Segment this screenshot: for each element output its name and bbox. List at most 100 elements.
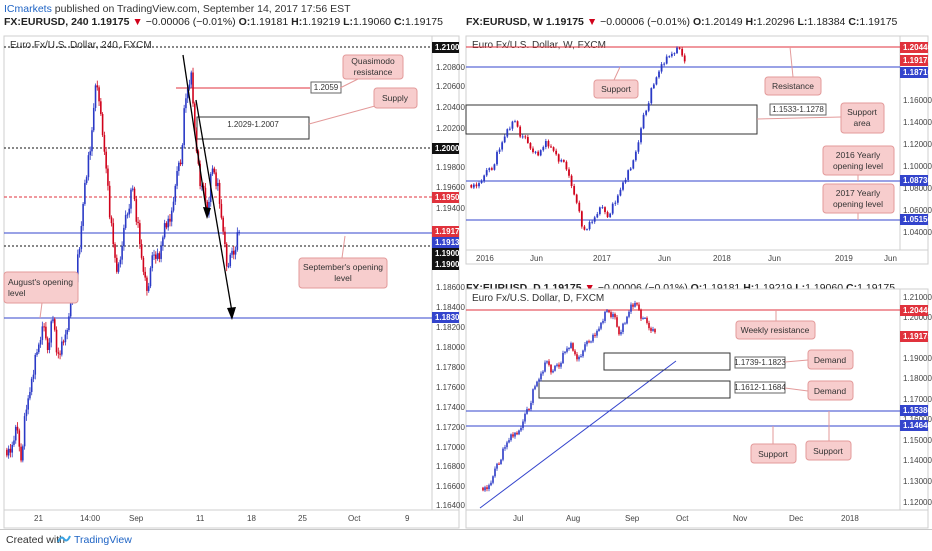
weekly-candle xyxy=(508,128,511,130)
h4-candle xyxy=(66,329,68,335)
h4-candle xyxy=(9,448,12,453)
daily-candle xyxy=(592,334,594,342)
h4-arrow-head xyxy=(227,307,236,320)
weekly-candle xyxy=(526,137,529,143)
daily-candle xyxy=(610,312,612,317)
daily-candle xyxy=(594,334,596,336)
weekly-candle xyxy=(598,207,601,215)
weekly-candle xyxy=(506,129,509,137)
footer-tradingview-link[interactable]: TradingView xyxy=(74,534,132,546)
weekly-candle xyxy=(485,170,488,176)
credit-brand[interactable]: ICmarkets xyxy=(4,3,52,15)
weekly-candle xyxy=(655,77,658,85)
note-resistance-text: Resistance xyxy=(772,81,814,91)
daily-candle xyxy=(526,409,528,414)
note-pointer xyxy=(613,66,621,81)
h4-candle xyxy=(108,185,111,218)
h4-price-label-text: 1.18300 xyxy=(435,313,464,322)
weekly-candle xyxy=(514,121,516,123)
h4-symbol: FX:EURUSD, 240 xyxy=(4,16,89,28)
h4-candle xyxy=(11,444,14,453)
note-support-area-line1: Support xyxy=(847,107,877,117)
h4-candle xyxy=(89,151,92,156)
h4-candle xyxy=(215,172,217,187)
weekly-header: FX:EURUSD, W 1.19175 ▼ −0.00006 (−0.01%)… xyxy=(466,16,898,28)
weekly-candle xyxy=(519,126,522,137)
down-arrow-icon: ▼ xyxy=(586,16,598,28)
weekly-candle xyxy=(488,168,491,171)
daily-candle xyxy=(650,328,652,331)
daily-y-tick: 1.12000 xyxy=(903,498,932,507)
h4-y-tick: 1.16400 xyxy=(436,501,465,510)
daily-candle xyxy=(508,440,510,443)
h4-y-tick: 1.18200 xyxy=(436,323,465,332)
h4-candle xyxy=(123,227,125,247)
h4-candle xyxy=(160,246,162,259)
daily-candle xyxy=(578,356,580,360)
daily-demand2-label: 1.1612-1.1684 xyxy=(734,383,786,392)
note-quasimodo xyxy=(342,54,404,80)
h4-candle xyxy=(162,237,164,247)
daily-candle xyxy=(554,365,556,371)
h4-candle xyxy=(146,277,148,291)
daily-candle xyxy=(562,352,564,364)
weekly-candle xyxy=(616,195,619,203)
h4-candle xyxy=(151,255,154,269)
weekly-candle xyxy=(480,181,483,184)
h4-candle xyxy=(183,108,185,146)
daily-demand1-label: 1.1739-1.1823 xyxy=(734,358,786,367)
daily-price-label xyxy=(900,405,928,416)
h4-candle xyxy=(50,321,53,343)
weekly-y-tick: 1.16000 xyxy=(903,96,932,105)
weekly-candle xyxy=(521,136,524,138)
h4-candle xyxy=(204,187,207,202)
note-2017-open xyxy=(822,183,895,214)
weekly-candle xyxy=(614,202,617,204)
h4-candle xyxy=(30,378,33,392)
h4-candle xyxy=(46,338,49,350)
h4-candle xyxy=(32,374,35,379)
daily-y-tick: 1.19000 xyxy=(903,354,932,363)
daily-candle xyxy=(640,309,642,319)
daily-demand-box-2 xyxy=(538,380,731,399)
weekly-candle xyxy=(624,179,627,183)
weekly-change: −0.00006 (−0.01%) xyxy=(600,16,691,28)
daily-candle xyxy=(502,448,504,460)
weekly-candle xyxy=(524,136,527,138)
daily-candle xyxy=(546,361,548,363)
h4-y-tick: 1.18400 xyxy=(436,303,465,312)
daily-candle xyxy=(568,348,570,350)
h4-price: 1.19175 xyxy=(91,16,130,28)
daily-candle xyxy=(516,432,518,435)
h4-candle xyxy=(80,225,83,249)
h4-candle xyxy=(27,398,29,410)
note-2016-line2: opening level xyxy=(833,161,883,171)
h4-header: FX:EURUSD, 240 1.19175 ▼ −0.00006 (−0.01… xyxy=(4,16,443,28)
h4-candle xyxy=(22,446,24,461)
daily-x-tick: 2018 xyxy=(841,514,859,523)
daily-candle xyxy=(634,303,636,307)
h4-price-label-text: 1.19131 xyxy=(435,238,464,247)
daily-candle xyxy=(498,463,500,465)
h4-candle xyxy=(13,440,15,445)
weekly-price-label-text: 1.18710 xyxy=(903,68,932,77)
daily-y-tick: 1.16000 xyxy=(903,415,932,424)
h4-x-tick: Oct xyxy=(348,514,361,523)
weekly-price-label xyxy=(900,55,928,66)
note-pointer xyxy=(341,235,346,259)
h4-candle xyxy=(114,244,116,258)
down-arrow-icon: ▼ xyxy=(132,16,143,28)
h4-candle xyxy=(92,107,95,131)
daily-price-label xyxy=(900,420,928,431)
note-pointer xyxy=(39,302,43,319)
h4-candle xyxy=(218,182,221,204)
h4-candle xyxy=(179,162,182,165)
weekly-price-labels: 1.20440 1.19175 1.18710 1.08730 1.05150 xyxy=(900,42,932,225)
h4-candle xyxy=(68,316,70,330)
h4-candle xyxy=(236,232,239,250)
daily-candle xyxy=(492,476,494,483)
weekly-candle xyxy=(547,141,550,147)
weekly-candle xyxy=(575,194,578,203)
daily-demand-box-1 xyxy=(603,352,731,371)
